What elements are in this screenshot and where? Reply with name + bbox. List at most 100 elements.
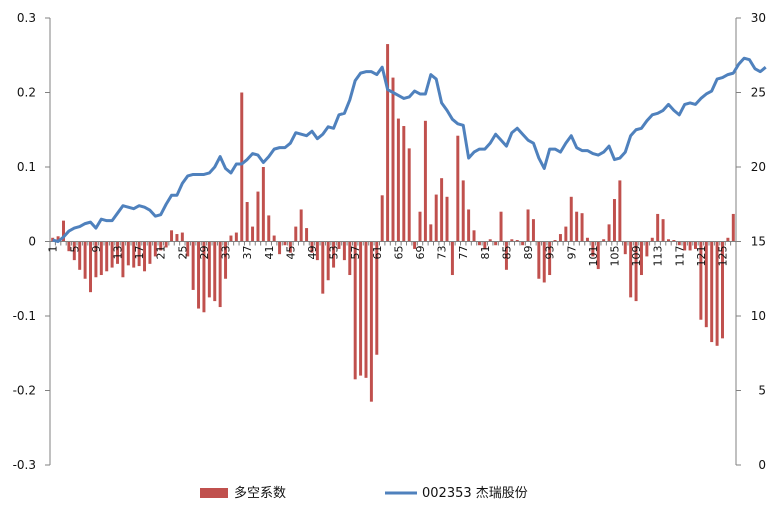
bar (423, 120, 427, 242)
x-tick-label: 9 (90, 246, 103, 253)
bar (591, 241, 595, 257)
left-tick-label: 0 (28, 235, 36, 249)
bar (310, 241, 314, 253)
bar (299, 209, 303, 242)
bar (148, 241, 152, 264)
x-tick-label: 5 (68, 246, 81, 253)
bar (634, 241, 638, 302)
bar (353, 241, 357, 380)
bar (623, 241, 627, 255)
bar (261, 167, 265, 242)
bar (596, 241, 600, 270)
bar (585, 237, 589, 242)
left-tick-label: 0.3 (17, 11, 36, 25)
bar (672, 240, 676, 242)
bar (159, 241, 163, 251)
x-tick-label: 117 (673, 246, 686, 267)
bar (197, 241, 201, 309)
bar (731, 213, 735, 242)
bar (726, 237, 730, 242)
bar (537, 241, 541, 279)
bar (677, 241, 681, 246)
bar (213, 241, 217, 302)
bar (267, 215, 271, 242)
bar (580, 213, 584, 242)
x-tick-label: 101 (587, 246, 600, 267)
right-axis-ticks: 0 5 10 15 20 25 30 (736, 11, 766, 472)
left-tick-label: -0.1 (13, 309, 36, 323)
bar (234, 232, 238, 242)
bar (256, 191, 260, 242)
bar (116, 241, 120, 264)
bar (326, 241, 330, 281)
bar (186, 241, 190, 257)
legend: 多空系数 002353 杰瑞股份 (200, 485, 528, 501)
bar (305, 228, 309, 242)
right-tick-label: 10 (751, 309, 766, 323)
x-tick-label: 121 (695, 246, 708, 267)
bar (359, 241, 363, 376)
x-tick-label: 125 (716, 246, 729, 267)
price-line (52, 56, 767, 243)
left-axis-ticks: -0.3 -0.2 -0.1 0 0.1 0.2 0.3 (13, 11, 50, 472)
bar (445, 196, 449, 242)
bar (78, 241, 82, 270)
bar (612, 199, 616, 242)
bar (575, 211, 579, 242)
bar (283, 241, 287, 246)
bar (429, 224, 433, 242)
bar (137, 241, 141, 267)
bar (342, 241, 346, 261)
bar (531, 219, 535, 242)
bar (364, 241, 368, 378)
bar (418, 211, 422, 242)
bar (721, 241, 724, 339)
x-tick-label: 33 (220, 246, 233, 260)
x-tick-label: 77 (457, 246, 470, 260)
bar (132, 241, 136, 268)
x-tick-label: 25 (176, 246, 189, 260)
x-tick-label: 73 (436, 246, 449, 260)
bar (315, 241, 319, 261)
bar (67, 241, 71, 252)
bar (510, 239, 514, 242)
bar (402, 126, 406, 242)
left-tick-label: 0.1 (17, 160, 36, 174)
legend-bar-label: 多空系数 (234, 485, 286, 501)
x-tick-label: 41 (263, 246, 276, 260)
bar (62, 220, 65, 242)
bar (51, 237, 55, 242)
bar (521, 241, 525, 246)
bar (656, 213, 660, 242)
bar (251, 226, 255, 242)
x-tick-label: 69 (414, 246, 427, 260)
bar (294, 226, 298, 242)
x-tick-label: 37 (241, 245, 254, 259)
bar (704, 241, 708, 328)
bar (477, 241, 481, 246)
bar (83, 241, 87, 279)
bar (99, 241, 103, 276)
bar (321, 241, 325, 294)
bar (553, 240, 557, 242)
x-tick-label: 57 (349, 246, 362, 260)
x-tick-label: 113 (652, 246, 665, 267)
x-tick-label: 109 (630, 246, 643, 267)
bar (202, 241, 206, 313)
x-tick-label: 49 (306, 246, 319, 260)
bar (548, 241, 552, 276)
left-tick-label: -0.2 (13, 384, 36, 398)
bar (413, 241, 417, 249)
x-tick-label: 53 (328, 246, 341, 260)
bar (434, 194, 438, 242)
x-tick-label: 1 (47, 246, 60, 253)
legend-line-label: 002353 杰瑞股份 (422, 486, 528, 501)
bar (661, 219, 665, 242)
bar (542, 241, 546, 283)
bar (715, 241, 719, 346)
right-tick-label: 15 (751, 235, 766, 249)
bar (607, 224, 611, 242)
bar (105, 241, 109, 272)
bar (191, 241, 195, 290)
bar (89, 241, 92, 293)
